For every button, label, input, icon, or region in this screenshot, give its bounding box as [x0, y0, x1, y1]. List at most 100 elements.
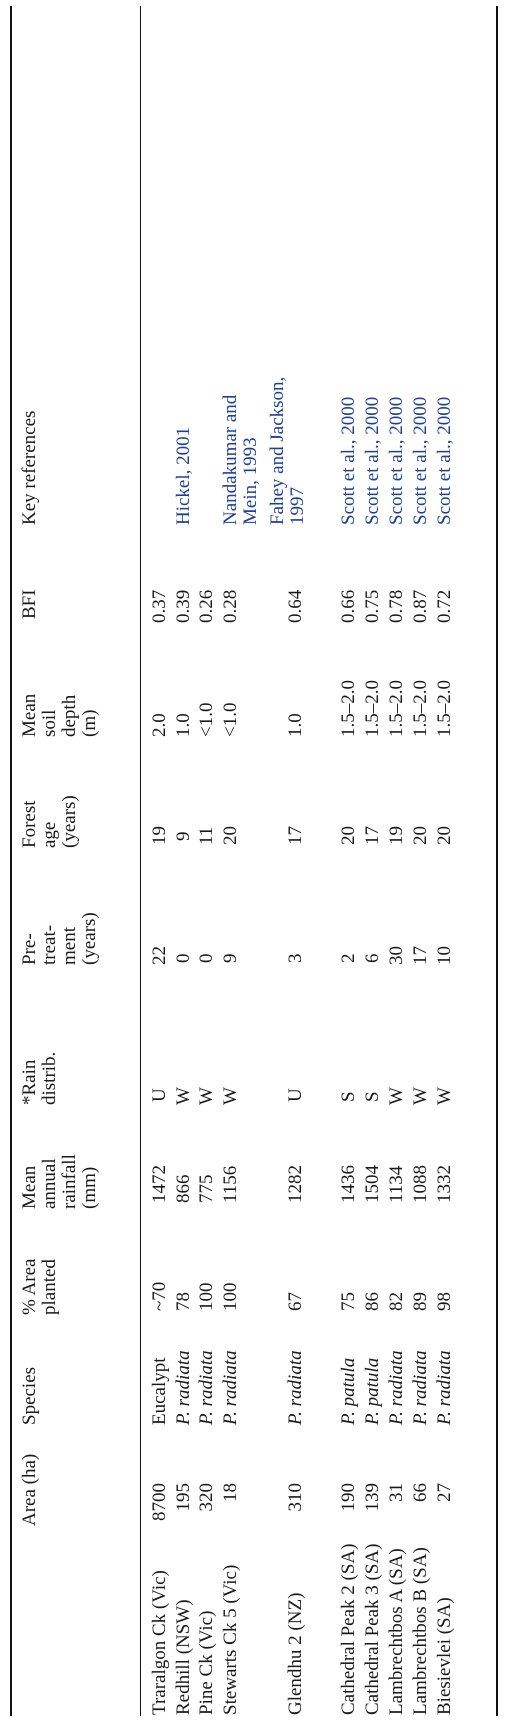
- cell-planted: 98: [434, 1292, 455, 1311]
- cell-bfi: 0.26: [196, 589, 217, 623]
- cell-area: 31: [386, 1483, 407, 1502]
- cell-soil-depth: 1.0: [173, 713, 194, 737]
- cell-pretreat: 17: [410, 946, 431, 965]
- header-species: Species: [19, 1366, 40, 1425]
- cell-pretreat: 3: [285, 953, 306, 964]
- cell-species: P. radiata: [410, 1350, 431, 1425]
- cell-area: 320: [196, 1483, 217, 1512]
- cell-reference[interactable]: Scott et al., 2000: [410, 396, 431, 525]
- header-bfi: BFI: [19, 589, 40, 619]
- cell-forest-age: 9: [173, 831, 194, 842]
- cell-species: P. patula: [338, 1357, 359, 1425]
- cell-pretreat: 6: [362, 953, 383, 964]
- cell-rainfall: 1156: [220, 1165, 241, 1203]
- cell-rainfall: 1282: [285, 1165, 306, 1203]
- cell-soil-depth: 1.5–2.0: [434, 680, 455, 737]
- cell-planted: 67: [285, 1292, 306, 1311]
- cell-bfi: 0.78: [386, 589, 407, 623]
- cell-area: 27: [434, 1483, 455, 1502]
- cell-distrib: W: [434, 1087, 455, 1105]
- cell-bfi: 0.66: [338, 589, 359, 623]
- cell-soil-depth: 1.5–2.0: [410, 680, 431, 737]
- cell-reference[interactable]: Scott et al., 2000: [386, 396, 407, 525]
- cell-rainfall: 1134: [386, 1165, 407, 1203]
- cell-site: Stewarts Ck 5 (Vic): [220, 1564, 241, 1715]
- cell-site: Redhill (NSW): [173, 1599, 194, 1715]
- cell-species: P. radiata: [220, 1350, 241, 1425]
- cell-site: Traralgon Ck (Vic): [149, 1570, 170, 1715]
- cell-species: P. radiata: [196, 1350, 217, 1425]
- cell-forest-age: 20: [338, 826, 359, 845]
- cell-site: Lambrechtbos A (SA): [386, 1548, 407, 1715]
- header-rainfall: Mean annual rainfall (mm): [19, 1154, 100, 1209]
- cell-reference[interactable]: Scott et al., 2000: [362, 396, 383, 525]
- cell-area: 66: [410, 1483, 431, 1502]
- cell-area: 18: [220, 1483, 241, 1502]
- header-rule: [140, 6, 141, 1716]
- cell-planted: 82: [386, 1292, 407, 1311]
- cell-distrib: W: [220, 1087, 241, 1105]
- cell-area: 190: [338, 1483, 359, 1512]
- cell-soil-depth: 2.0: [149, 713, 170, 737]
- header-distrib: *Rain distrib.: [19, 1051, 60, 1105]
- cell-species: Eucalypt: [149, 1357, 170, 1425]
- header-pretreat: Pre-treat- ment (years): [19, 912, 100, 965]
- cell-distrib: S: [362, 1091, 383, 1102]
- cell-soil-depth: 1.5–2.0: [386, 680, 407, 737]
- header-forest-age: Forest age (years): [19, 795, 80, 848]
- cell-planted: 100: [196, 1282, 217, 1312]
- cell-forest-age: 19: [149, 826, 170, 845]
- cell-bfi: 0.72: [434, 589, 455, 623]
- cell-pretreat: 22: [149, 946, 170, 965]
- cell-planted: 75: [338, 1292, 359, 1311]
- cell-planted: 89: [410, 1292, 431, 1311]
- cell-reference[interactable]: Scott et al., 2000: [338, 396, 359, 525]
- cell-reference[interactable]: Nandakumar and Mein, 1993: [220, 394, 261, 525]
- cell-reference[interactable]: Hickel, 2001: [173, 426, 194, 525]
- cell-planted: ~70: [149, 1281, 170, 1311]
- cell-species: P. radiata: [386, 1350, 407, 1425]
- cell-bfi: 0.64: [285, 589, 306, 623]
- cell-site: Cathedral Peak 2 (SA): [338, 1543, 359, 1715]
- cell-pretreat: 0: [173, 953, 194, 964]
- cell-forest-age: 20: [220, 826, 241, 845]
- cell-reference[interactable]: Scott et al., 2000: [434, 396, 455, 525]
- cell-forest-age: 19: [386, 826, 407, 845]
- cell-site: Biesievlei (SA): [434, 1597, 455, 1715]
- cell-species: P. radiata: [285, 1350, 306, 1425]
- cell-site: Glendhu 2 (NZ): [285, 1592, 306, 1715]
- cell-reference[interactable]: Fahey and Jackson, 1997: [267, 376, 308, 525]
- cell-rainfall: 1504: [362, 1165, 383, 1203]
- header-planted: % Area planted: [19, 1258, 60, 1315]
- cell-forest-age: 11: [196, 826, 217, 845]
- cell-rainfall: 1472: [149, 1165, 170, 1203]
- cell-rainfall: 775: [196, 1174, 217, 1204]
- cell-species: P. radiata: [434, 1350, 455, 1425]
- cell-area: 139: [362, 1483, 383, 1512]
- cell-planted: 100: [220, 1282, 241, 1312]
- cell-bfi: 0.37: [149, 589, 170, 623]
- cell-distrib: W: [173, 1087, 194, 1105]
- cell-area: 195: [173, 1483, 194, 1512]
- header-soil-depth: Mean soil depth (m): [19, 693, 100, 737]
- cell-distrib: U: [285, 1088, 306, 1102]
- cell-pretreat: 30: [386, 946, 407, 965]
- cell-distrib: W: [196, 1087, 217, 1105]
- cell-planted: 78: [173, 1292, 194, 1311]
- cell-forest-age: 20: [410, 826, 431, 845]
- cell-pretreat: 10: [434, 946, 455, 965]
- header-key-references: Key references: [19, 410, 40, 525]
- cell-bfi: 0.75: [362, 589, 383, 623]
- cell-bfi: 0.28: [220, 589, 241, 623]
- cell-bfi: 0.39: [173, 589, 194, 623]
- cell-pretreat: 0: [196, 953, 217, 964]
- cell-rainfall: 1088: [410, 1165, 431, 1203]
- cell-pretreat: 9: [220, 953, 241, 964]
- cell-forest-age: 17: [285, 826, 306, 845]
- cell-rainfall: 866: [173, 1174, 194, 1204]
- cell-site: Pine Ck (Vic): [196, 1610, 217, 1715]
- cell-soil-depth: 1.5–2.0: [338, 680, 359, 737]
- cell-rainfall: 1436: [338, 1165, 359, 1203]
- cell-distrib: W: [410, 1087, 431, 1105]
